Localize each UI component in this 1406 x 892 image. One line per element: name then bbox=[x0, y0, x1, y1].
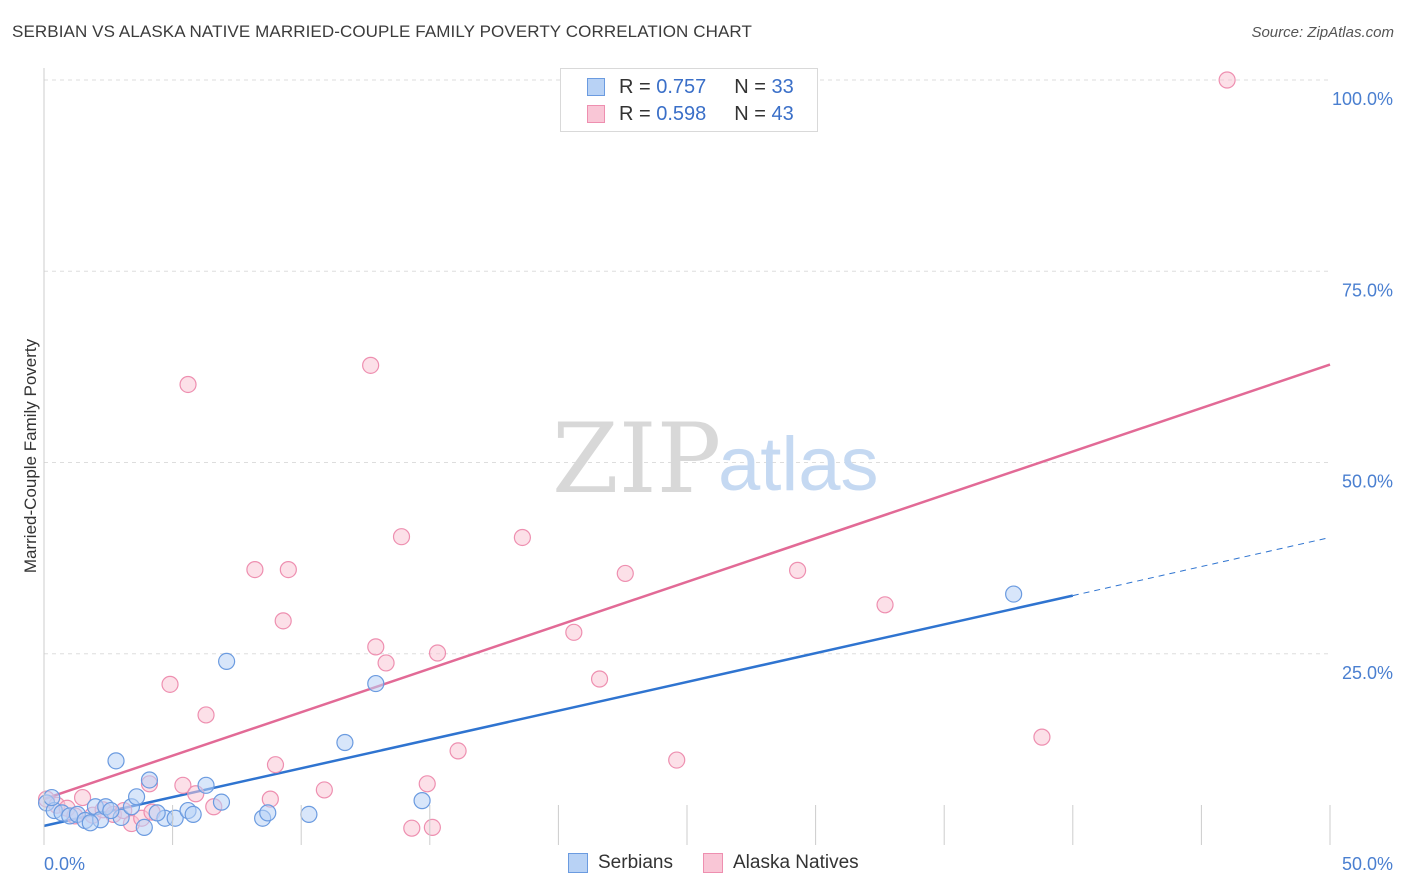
alaska-point bbox=[565, 623, 583, 641]
alaska-point bbox=[362, 356, 380, 374]
serbian-point bbox=[1005, 585, 1023, 603]
watermark-zip: ZIP bbox=[552, 403, 721, 515]
alaska-point bbox=[590, 670, 609, 688]
serbian-point bbox=[413, 792, 431, 810]
serbian-point bbox=[81, 814, 99, 832]
alaska-point bbox=[876, 596, 894, 614]
serbian-n-label: N = bbox=[734, 75, 766, 98]
x-tick-label: 0.0% bbox=[44, 854, 85, 874]
serbian-r-label: R = bbox=[619, 75, 651, 98]
alaska-point bbox=[449, 742, 467, 760]
alaska-point bbox=[423, 818, 441, 837]
alaska-point bbox=[418, 775, 436, 793]
points-layer bbox=[37, 71, 1236, 837]
y-axis-label: Married-Couple Family Poverty bbox=[21, 338, 40, 573]
alaska-swatch bbox=[587, 105, 605, 123]
trend-layer bbox=[43, 363, 1331, 828]
alaska-point bbox=[161, 675, 179, 693]
alaska-point bbox=[428, 644, 447, 662]
alaska-point bbox=[788, 561, 807, 579]
serbian-n-value: 33 bbox=[771, 75, 794, 98]
serbian-point bbox=[148, 804, 166, 822]
serbians-legend-swatch bbox=[568, 853, 588, 873]
alaska-point bbox=[246, 560, 264, 579]
alaska-point bbox=[266, 756, 285, 774]
serbian-point bbox=[300, 805, 318, 824]
serbian-point bbox=[218, 652, 236, 671]
legend-item-alaska: Alaska Natives bbox=[703, 852, 859, 874]
legend-item-serbians: Serbians bbox=[568, 852, 673, 874]
legend-row-serbians: R = 0.757 N = 33 bbox=[587, 74, 794, 100]
alaska-point bbox=[392, 528, 411, 546]
legend-row-alaska: R = 0.598 N = 43 bbox=[587, 101, 794, 127]
alaska-n-value: 43 bbox=[771, 102, 794, 125]
x-tick-label: 50.0% bbox=[1342, 854, 1393, 874]
serbian-point bbox=[135, 818, 153, 837]
alaska-legend-label: Alaska Natives bbox=[733, 852, 859, 873]
serbian-point bbox=[107, 752, 125, 770]
y-tick-label: 100.0% bbox=[1332, 89, 1393, 109]
serbian-point bbox=[367, 674, 385, 693]
watermark-atlas: atlas bbox=[718, 422, 879, 507]
serbian-point bbox=[102, 801, 120, 820]
alaska-trend-line bbox=[43, 363, 1331, 801]
alaska-point bbox=[274, 612, 292, 630]
alaska-point bbox=[174, 776, 192, 794]
serbian-point bbox=[336, 733, 354, 752]
alaska-r-label: R = bbox=[619, 102, 651, 125]
serbian-point bbox=[140, 771, 159, 789]
alaska-point bbox=[1218, 71, 1236, 89]
alaska-point bbox=[315, 781, 333, 799]
alaska-point bbox=[197, 706, 215, 724]
serbian-trend-extension bbox=[1072, 536, 1331, 597]
alaska-point bbox=[668, 751, 686, 769]
serbians-legend-label: Serbians bbox=[598, 852, 673, 873]
alaska-point bbox=[403, 819, 421, 837]
y-tick-label: 75.0% bbox=[1342, 280, 1393, 300]
serbian-point bbox=[212, 793, 231, 811]
source-label: Source: ZipAtlas.com bbox=[1251, 24, 1394, 41]
serbian-swatch bbox=[587, 78, 605, 96]
serbian-point bbox=[166, 809, 184, 827]
series-legend: Serbians Alaska Natives bbox=[568, 852, 889, 874]
y-tick-label: 25.0% bbox=[1342, 663, 1393, 683]
serbian-point bbox=[43, 788, 61, 807]
serbian-point bbox=[259, 804, 277, 822]
chart-title: SERBIAN VS ALASKA NATIVE MARRIED-COUPLE … bbox=[12, 22, 752, 41]
alaska-point bbox=[367, 638, 385, 656]
alaska-point bbox=[1033, 728, 1051, 746]
alaska-legend-swatch bbox=[703, 853, 723, 873]
grid-layer bbox=[44, 79, 1330, 655]
y-tick-label: 50.0% bbox=[1342, 472, 1393, 492]
alaska-point bbox=[73, 788, 92, 807]
correlation-legend: R = 0.757 N = 33 R = 0.598 N = 43 bbox=[560, 68, 818, 132]
watermark: ZIP atlas bbox=[552, 403, 879, 515]
axis-layer: 25.0% 50.0% 75.0% 100.0% 0.0% 50.0% bbox=[43, 68, 1393, 874]
serbian-trend-line bbox=[43, 594, 1074, 828]
alaska-point bbox=[616, 564, 634, 583]
alaska-r-value: 0.598 bbox=[656, 102, 707, 125]
alaska-point bbox=[377, 654, 395, 672]
serbian-point bbox=[127, 788, 146, 806]
serbian-point bbox=[197, 776, 215, 794]
alaska-point bbox=[513, 528, 531, 547]
alaska-n-label: N = bbox=[734, 102, 766, 125]
alaska-point bbox=[279, 560, 297, 579]
alaska-point bbox=[179, 375, 197, 394]
serbian-r-value: 0.757 bbox=[656, 75, 707, 98]
serbian-point bbox=[184, 805, 202, 824]
